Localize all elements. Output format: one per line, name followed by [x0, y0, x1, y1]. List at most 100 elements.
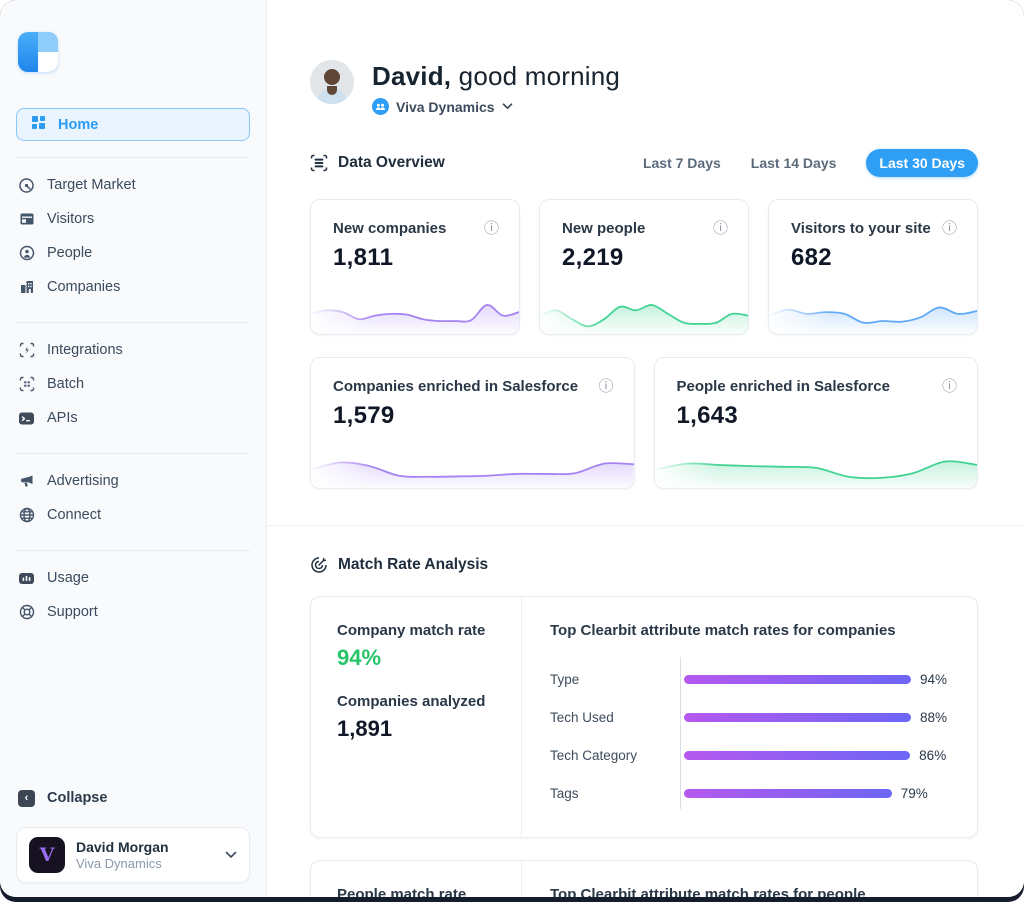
- bar-value: 86%: [919, 747, 947, 763]
- sidebar-item-batch[interactable]: Batch: [0, 367, 266, 401]
- stat-card-companies-enriched: Companies enriched in Salesforce ⓘ 1,579: [310, 357, 635, 489]
- bar-row-tags: Tags 79%: [550, 779, 947, 807]
- stat-card-new-companies: New companies ⓘ 1,811: [310, 199, 520, 335]
- page-title: David, good morning: [372, 61, 620, 92]
- section-label: Match Rate Analysis: [338, 556, 489, 573]
- stat-card-new-people: New people ⓘ 2,219: [539, 199, 749, 335]
- filter-last-30-days[interactable]: Last 30 Days: [866, 149, 978, 177]
- sparkline-chart: [654, 442, 977, 488]
- sidebar-item-people[interactable]: People: [0, 236, 266, 270]
- divider: [16, 453, 250, 454]
- org-name: Viva Dynamics: [396, 98, 495, 115]
- lifebuoy-icon: [18, 604, 35, 621]
- time-range-filters: Last 7 Days Last 14 Days Last 30 Days: [643, 149, 978, 177]
- data-stack-icon: [310, 154, 328, 172]
- sidebar-item-connect[interactable]: Connect: [0, 498, 266, 532]
- account-name: David Morgan: [76, 839, 169, 855]
- bar-value: 88%: [919, 709, 947, 725]
- chart-axis: [680, 657, 681, 809]
- people-match-stats: People match rate 72%: [311, 861, 522, 897]
- sparkline-chart: [311, 442, 634, 488]
- stat-cards-row-1: New companies ⓘ 1,811 New people ⓘ 2,219 V…: [310, 199, 978, 335]
- section-divider: [267, 525, 1024, 526]
- sidebar: Home Target Market Visitors People: [0, 0, 267, 897]
- info-icon[interactable]: ⓘ: [941, 220, 957, 237]
- sparkline-chart: [311, 288, 519, 334]
- logo-quadrant: [38, 52, 58, 72]
- divider: [16, 157, 250, 158]
- filter-last-7-days[interactable]: Last 7 Days: [642, 155, 721, 171]
- sidebar-item-visitors[interactable]: Visitors: [0, 202, 266, 236]
- sparkline-chart: [769, 288, 977, 334]
- stat-title: New people: [562, 220, 646, 237]
- nav-group-account: Usage Support: [0, 551, 266, 631]
- sidebar-item-label: Support: [47, 604, 98, 620]
- sidebar-item-label: Visitors: [47, 211, 95, 227]
- browser-window-icon: [18, 211, 35, 228]
- org-avatar-letter: V: [39, 844, 55, 866]
- sidebar-item-label: Connect: [47, 507, 102, 523]
- stat-card-people-enriched: People enriched in Salesforce ⓘ 1,643: [653, 357, 978, 489]
- greeting-name: David,: [372, 61, 452, 91]
- stat-title: New companies: [333, 220, 447, 237]
- sidebar-item-label: Companies: [47, 279, 121, 295]
- stat-value: 1,643: [676, 402, 739, 429]
- sidebar-item-integrations[interactable]: Integrations: [0, 333, 266, 367]
- chart-title: Top Clearbit attribute match rates for p…: [550, 886, 866, 897]
- sidebar-item-companies[interactable]: Companies: [0, 270, 266, 304]
- target-market-icon: [18, 177, 35, 194]
- divider: [16, 550, 250, 551]
- bar-label: Tags: [550, 785, 579, 801]
- people-attribute-chart: Top Clearbit attribute match rates for p…: [522, 861, 977, 897]
- usage-bars-icon: [18, 570, 35, 587]
- clearbit-logo[interactable]: [18, 32, 58, 72]
- account-org: Viva Dynamics: [76, 856, 162, 871]
- dots-brackets-icon: [18, 376, 35, 393]
- sidebar-item-target-market[interactable]: Target Market: [0, 168, 266, 202]
- sidebar-item-label: People: [47, 245, 93, 261]
- bar: [684, 788, 892, 798]
- person-circle-icon: [18, 245, 35, 262]
- sidebar-item-support[interactable]: Support: [0, 595, 266, 629]
- filter-last-14-days[interactable]: Last 14 Days: [750, 155, 837, 171]
- building-icon: [18, 279, 35, 296]
- user-avatar-photo[interactable]: [310, 60, 354, 104]
- org-avatar: V: [29, 837, 65, 873]
- sidebar-item-apis[interactable]: APIs: [0, 401, 266, 435]
- bar-row-type: Type 94%: [550, 665, 947, 693]
- info-icon[interactable]: ⓘ: [941, 378, 957, 395]
- megaphone-icon: [18, 473, 35, 490]
- sidebar-item-home[interactable]: Home: [16, 108, 250, 141]
- logo-quadrant: [38, 32, 58, 52]
- chart-title: Top Clearbit attribute match rates for c…: [550, 622, 896, 639]
- sidebar-item-usage[interactable]: Usage: [0, 561, 266, 595]
- stat-value: 682: [791, 244, 832, 271]
- horizontal-bar-chart: Type 94% Tech Used 88% Tech Category 86%…: [550, 657, 947, 809]
- main-content: David, good morning Viva Dynamics Data O…: [267, 0, 1024, 897]
- bar: [684, 674, 911, 684]
- section-label: Data Overview: [338, 154, 445, 171]
- company-attribute-chart: Top Clearbit attribute match rates for c…: [522, 597, 977, 837]
- stat-value: 1,811: [333, 244, 394, 271]
- companies-analyzed-label: Companies analyzed: [337, 693, 486, 710]
- company-match-stats: Company match rate 94% Companies analyze…: [311, 597, 522, 837]
- target-icon: [311, 557, 327, 573]
- company-match-rate-value: 94%: [337, 645, 382, 670]
- collapse-label: Collapse: [47, 790, 108, 806]
- greeting-block: David, good morning Viva Dynamics: [372, 60, 620, 115]
- data-overview-title: Data Overview: [310, 154, 445, 172]
- info-icon[interactable]: ⓘ: [712, 220, 728, 237]
- sidebar-item-advertising[interactable]: Advertising: [0, 464, 266, 498]
- info-icon[interactable]: ⓘ: [483, 220, 499, 237]
- sidebar-spacer: [0, 631, 266, 781]
- match-rate-header: Match Rate Analysis: [310, 556, 978, 574]
- company-match-card: Company match rate 94% Companies analyze…: [310, 596, 978, 838]
- info-icon[interactable]: ⓘ: [598, 378, 614, 395]
- account-switcher[interactable]: V David Morgan Viva Dynamics: [16, 827, 250, 883]
- org-selector[interactable]: Viva Dynamics: [372, 98, 620, 115]
- stat-value: 1,579: [333, 402, 395, 429]
- companies-analyzed-value: 1,891: [337, 716, 393, 741]
- collapse-button[interactable]: ‹ Collapse: [0, 781, 266, 815]
- bar-row-tech-used: Tech Used 88%: [550, 703, 947, 731]
